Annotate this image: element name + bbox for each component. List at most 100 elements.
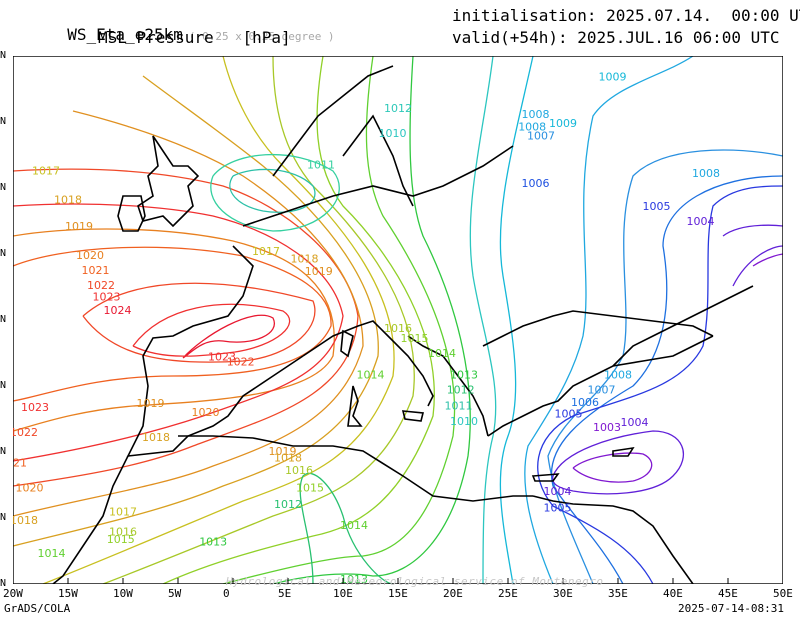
lon-tick-label: 30E [553, 587, 573, 600]
isobar-label: 1019 [137, 397, 165, 410]
isobar-label: 1008 [692, 167, 720, 180]
isobar-label: 1017 [32, 165, 60, 178]
initialisation-time: initialisation: 2025.07.14. 00:00 UTC [452, 6, 800, 25]
isobar-label: 1008 [604, 368, 632, 381]
isobar-label: 1022 [87, 279, 115, 292]
lon-tick-label: 20W [3, 587, 23, 600]
isobar-label: 1016 [109, 526, 137, 539]
model-name: WS_Eta_e25km [67, 25, 183, 44]
isobar-label: 1013 [199, 536, 227, 549]
lon-tick-label: 10E [333, 587, 353, 600]
lon-tick-label: 10W [113, 587, 133, 600]
isobar-group-high [13, 168, 359, 487]
lon-tick-label: 25E [498, 587, 518, 600]
lon-tick-marks [13, 578, 783, 584]
isobar-label: 1014 [38, 547, 66, 560]
isobar-label: 1023 [93, 290, 121, 303]
isobar-label: 1013 [450, 368, 478, 381]
isobar-label: 1019 [305, 265, 333, 278]
isobar-label: 1023 [208, 351, 236, 364]
isobar-label: 1008 [518, 121, 546, 134]
isobar-label: 1012 [447, 383, 475, 396]
isobar-label: 1018 [291, 253, 319, 266]
isobar-label: 1018 [13, 514, 38, 527]
lon-tick-label: 0 [223, 587, 230, 600]
isobar-label: 1012 [274, 498, 302, 511]
isobar-label: 1024 [104, 304, 132, 317]
lat-tick-label: N [0, 50, 7, 61]
isobar-label: 1010 [379, 127, 407, 140]
lat-tick-label: N [0, 116, 7, 127]
lat-tick-label: N [0, 182, 7, 193]
lon-tick-label: 5W [168, 587, 182, 600]
lat-tick-label: N [0, 512, 7, 523]
isobar-label: 1012 [384, 102, 412, 115]
isobar-label: 1016 [285, 464, 313, 477]
isobar-label: 1017 [252, 245, 280, 258]
watermark: Hydrological and Meteorological service … [226, 575, 604, 588]
coastlines [52, 65, 754, 584]
isobar-label: 1005 [555, 407, 583, 420]
lon-tick-label: 40E [663, 587, 683, 600]
isobar-label: 1020 [192, 406, 220, 419]
lon-tick-label: 15W [58, 587, 78, 600]
isobar-label: 1018 [54, 194, 82, 207]
isobar-label: 1018 [274, 451, 302, 464]
lat-tick-label: N [0, 314, 7, 325]
pressure-map: 1009101210101011100810091008100710061008… [13, 56, 783, 584]
lon-tick-label: 45E [718, 587, 738, 600]
lat-tick-label: N [0, 446, 7, 457]
isobar-label: 1011 [307, 158, 335, 171]
isobar-label: 1022 [13, 426, 38, 439]
isobar-label: 1007 [527, 130, 555, 143]
isobar-label: 1019 [269, 445, 297, 458]
lat-tick-label: N [0, 248, 7, 259]
isobar-label: 1006 [522, 177, 550, 190]
valid-time: valid(+54h): 2025.JUL.16 06:00 UTC [452, 28, 780, 47]
lon-tick-label: 20E [443, 587, 463, 600]
isobar-label: 1010 [450, 415, 478, 428]
footer-timestamp: 2025-07-14-08:31 [678, 602, 784, 615]
footer-credit: GrADS/COLA [4, 602, 71, 615]
isobar-label: 1011 [445, 400, 473, 413]
isobar-label: 1004 [687, 215, 715, 228]
isobar-label: 1019 [65, 220, 93, 233]
model-resolution: ( 0.25 x 0.25 degree ) [188, 30, 335, 43]
isobar-label: 1021 [13, 456, 27, 469]
lat-tick-label: N [0, 578, 7, 589]
isobar-label: 1015 [296, 482, 324, 495]
lon-tick-label: 15E [388, 587, 408, 600]
isobar-label: 1013 [340, 573, 368, 584]
isobar-label: 1014 [428, 347, 456, 360]
isobar-label: 1021 [82, 264, 110, 277]
isobar-label: 1007 [588, 383, 616, 396]
isobar-label: 1014 [357, 368, 385, 381]
isobar-label: 1009 [599, 70, 627, 83]
isobar-label: 1008 [522, 108, 550, 121]
isobar-group-mid [13, 56, 471, 584]
isobar-label: 1005 [643, 200, 671, 213]
isobar-label: 1015 [401, 332, 429, 345]
isobar-label: 1014 [340, 519, 368, 532]
field-title: MSL Pressure [hPa] [98, 28, 291, 47]
isobar-label: 1020 [16, 482, 44, 495]
isobar-label: 1018 [142, 431, 170, 444]
isobar-label: 1020 [76, 249, 104, 262]
isobar-label: 1004 [544, 485, 572, 498]
isobar-label: 1022 [227, 356, 255, 369]
lon-tick-label: 35E [608, 587, 628, 600]
isobar-label: 1023 [21, 401, 49, 414]
lon-tick-label: 5E [278, 587, 292, 600]
isobar-labels: 1009101210101011100810091008100710061008… [13, 70, 720, 584]
isobar-label: 1009 [549, 117, 577, 130]
isobar-label: 1017 [109, 505, 137, 518]
isobar-label: 1004 [621, 416, 649, 429]
lon-tick-label: 50E [773, 587, 793, 600]
model-title: WS_Eta_e25km ( 0.25 x 0.25 degree ) [48, 6, 335, 44]
isobar-label: 1005 [544, 502, 572, 515]
isobar-label: 1003 [593, 421, 621, 434]
isobar-label: 1006 [571, 396, 599, 409]
lat-tick-label: N [0, 380, 7, 391]
isobar-label: 1015 [107, 533, 135, 546]
isobar-label: 1016 [384, 322, 412, 335]
